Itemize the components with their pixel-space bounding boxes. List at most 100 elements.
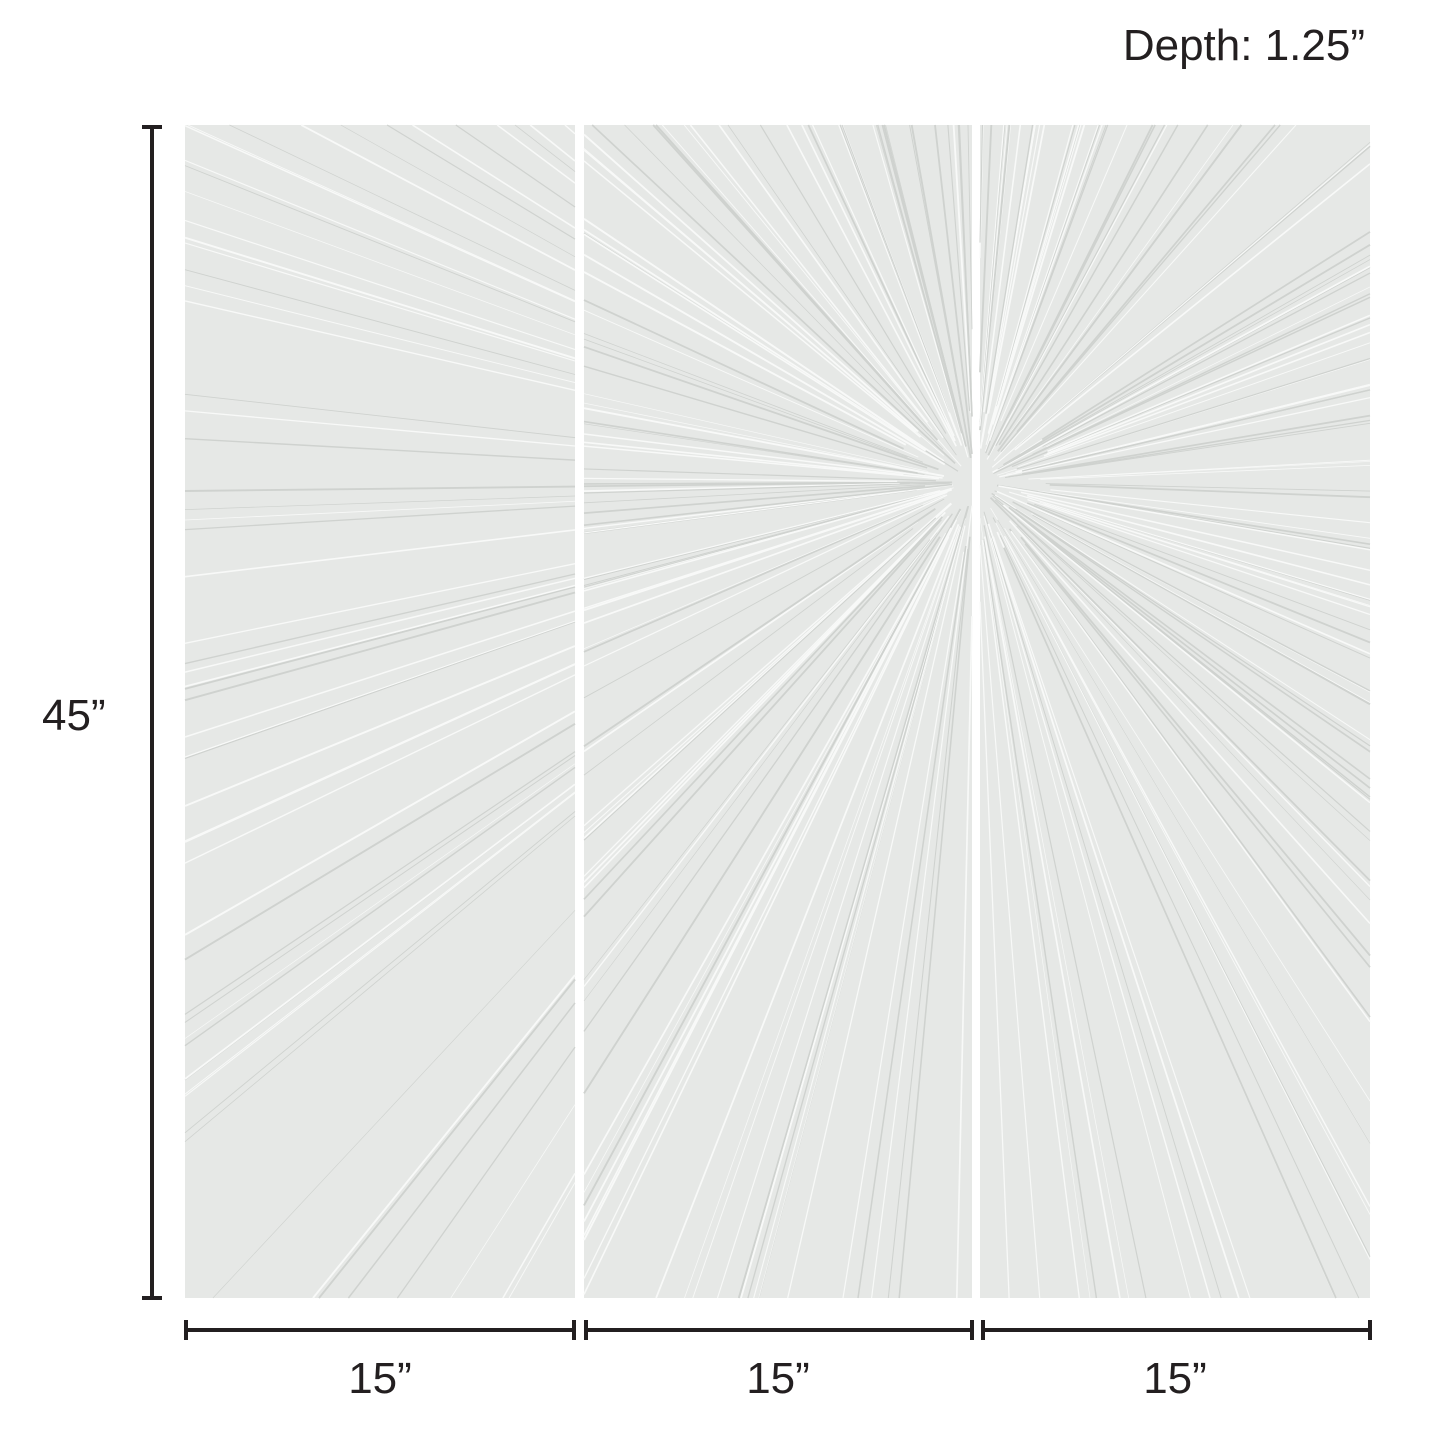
texture-ray — [991, 124, 1086, 425]
texture-ray — [583, 535, 924, 889]
texture-ray — [583, 271, 907, 446]
texture-ray — [583, 333, 924, 463]
texture-ray — [184, 722, 576, 961]
texture-ray — [885, 124, 959, 416]
texture-ray — [184, 125, 576, 303]
texture-ray — [991, 144, 1371, 468]
texture-ray — [981, 539, 1080, 1299]
texture-ray — [996, 484, 1371, 546]
texture-ray — [583, 365, 928, 469]
texture-ray — [184, 751, 576, 1015]
texture-ray — [583, 540, 945, 1222]
texture-ray — [857, 545, 967, 1299]
texture-ray — [1020, 491, 1371, 572]
texture-ray — [997, 259, 1371, 470]
texture-ray — [987, 124, 1154, 456]
texture-ray — [986, 124, 1168, 460]
texture-ray — [958, 124, 973, 414]
texture-ray — [529, 124, 576, 162]
texture-ray — [1014, 512, 1371, 789]
texture-ray — [787, 525, 966, 1299]
texture-ray — [838, 124, 959, 439]
texture-ray — [583, 445, 939, 480]
texture-ray — [993, 124, 1297, 462]
texture-ray — [184, 505, 576, 531]
texture-ray — [583, 468, 936, 482]
texture-ray — [1008, 419, 1371, 478]
texture-ray — [689, 124, 929, 423]
texture-ray — [184, 563, 576, 644]
texture-ray — [655, 124, 939, 441]
texture-ray — [985, 124, 1034, 414]
texture-ray — [184, 573, 576, 665]
texture-ray — [1009, 517, 1371, 887]
texture-ray — [841, 124, 950, 413]
texture-ray — [1016, 357, 1371, 470]
texture-ray — [496, 124, 576, 184]
texture-ray — [996, 490, 1371, 655]
texture-ray — [583, 498, 945, 699]
texture-ray — [807, 124, 949, 423]
texture-ray — [184, 645, 576, 807]
texture-ray — [583, 536, 941, 1094]
texture-ray — [583, 528, 914, 776]
texture-ray — [1045, 483, 1371, 492]
texture-ray — [583, 485, 926, 514]
texture-ray — [583, 503, 924, 653]
texture-ray — [184, 755, 576, 1023]
texture-ray — [583, 433, 943, 479]
texture-ray — [998, 485, 1371, 551]
texture-ray — [184, 663, 576, 843]
texture-ray — [184, 811, 576, 1134]
texture-ray — [1012, 501, 1371, 692]
texture-ray — [583, 511, 946, 883]
texture-ray — [184, 529, 576, 578]
texture-ray — [583, 482, 952, 494]
texture-ray — [985, 124, 1109, 454]
texture-ray — [747, 543, 959, 1299]
texture-ray — [737, 505, 969, 1299]
texture-ray — [1018, 342, 1371, 468]
texture-ray — [583, 484, 954, 534]
texture-ray — [312, 974, 576, 1299]
texture-ray — [1002, 504, 1371, 804]
texture-ray — [1000, 124, 1281, 453]
texture-ray — [583, 491, 948, 624]
texture-ray — [952, 124, 972, 414]
texture-ray — [979, 124, 1006, 423]
texture-ray — [583, 491, 939, 586]
texture-ray — [1000, 124, 1128, 422]
texture-ray — [1028, 459, 1371, 480]
texture-ray — [998, 124, 1209, 446]
texture-ray — [583, 393, 929, 472]
texture-ray — [583, 482, 900, 492]
texture-ray — [184, 410, 576, 447]
texture-ray — [979, 124, 1008, 427]
texture-ray — [985, 539, 1130, 1299]
texture-ray — [997, 496, 1371, 753]
texture-ray — [1027, 499, 1371, 616]
texture-ray — [184, 242, 576, 362]
texture-rays — [184, 124, 1371, 1299]
texture-ray — [583, 515, 950, 987]
texture-ray — [184, 437, 576, 461]
texture-ray — [1008, 506, 1371, 780]
texture-ray — [583, 513, 953, 1032]
texture-ray — [583, 519, 939, 877]
texture-ray — [985, 124, 1082, 445]
texture-ray — [583, 481, 910, 488]
texture-ray — [386, 124, 576, 240]
texture-ray — [591, 124, 956, 465]
texture-ray — [1046, 323, 1371, 455]
texture-ray — [583, 441, 904, 476]
texture-ray — [875, 124, 956, 410]
texture-ray — [1041, 231, 1371, 441]
texture-ray — [508, 1182, 576, 1299]
texture-ray — [514, 124, 576, 172]
texture-ray — [981, 124, 1041, 442]
texture-ray — [1007, 124, 1234, 437]
texture-ray — [396, 1046, 576, 1299]
texture-ray — [583, 508, 936, 748]
texture-ray — [583, 402, 900, 468]
